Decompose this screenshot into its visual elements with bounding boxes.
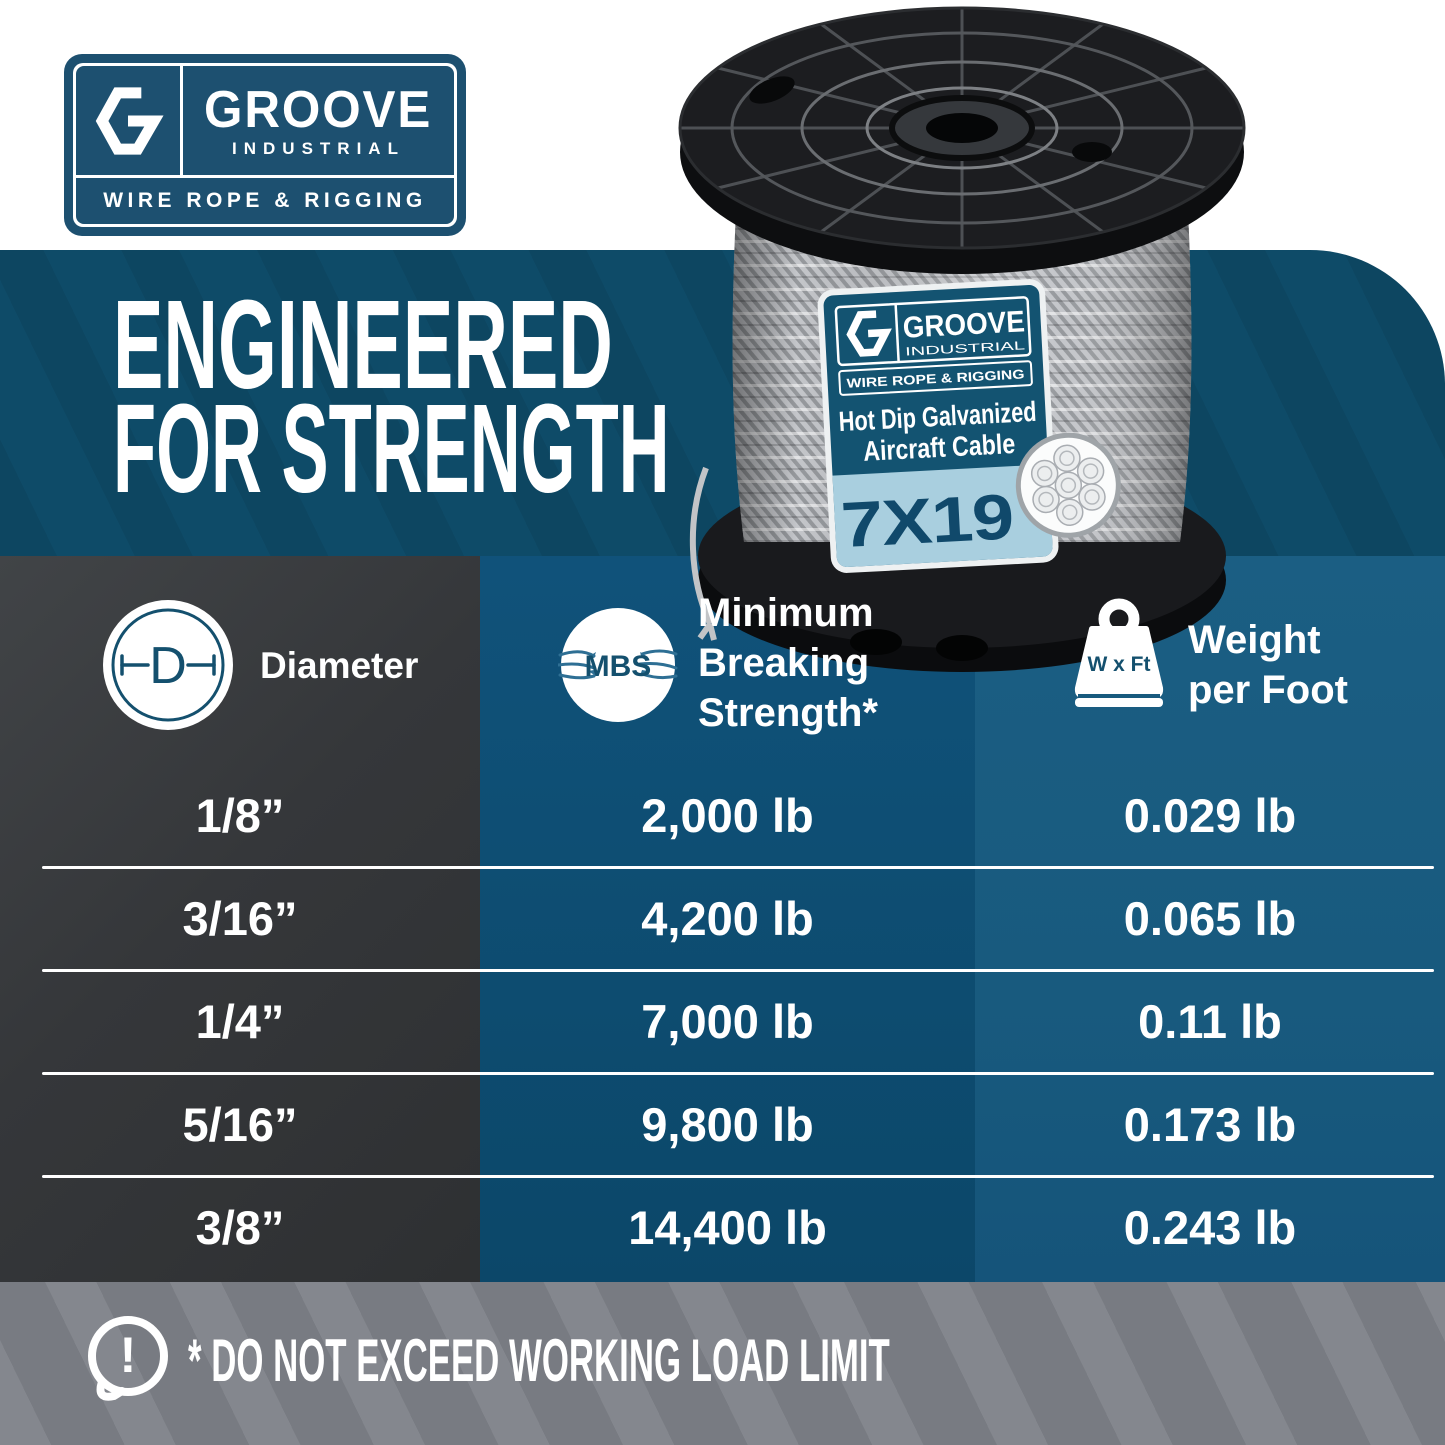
spool-product-label: GROOVE INDUSTRIAL WIRE ROPE & RIGGING Ho… <box>817 279 1121 573</box>
diameter-icon-letter: D <box>149 637 187 695</box>
weight-value: 0.065 lb <box>1123 892 1297 945</box>
row-separator <box>42 1072 1434 1075</box>
header-weight: Weight per Foot <box>1188 615 1348 715</box>
table-row: 1/4” 7,000 lb 0.11 lb <box>0 970 1445 1073</box>
header-diameter: Diameter <box>260 645 419 686</box>
footer-note: * DO NOT EXCEED WORKING LOAD LIMIT <box>188 1327 890 1394</box>
alert-bubble-icon: ! <box>88 1316 168 1401</box>
brand-g-icon <box>76 66 180 175</box>
weight-icon: W x Ft <box>1074 598 1164 707</box>
row-separator <box>42 969 1434 972</box>
brand-tagline: WIRE ROPE & RIGGING <box>103 189 427 212</box>
diameter-column-bg <box>0 556 480 1282</box>
table-row: 1/8” 2,000 lb 0.029 lb <box>0 764 1445 867</box>
cable-spool-photo: GROOVE INDUSTRIAL WIRE ROPE & RIGGING Ho… <box>678 6 1246 672</box>
header-mbs: Minimum Breaking Strength* <box>698 588 878 738</box>
table-row: 3/8” 14,400 lb 0.243 lb <box>0 1176 1445 1279</box>
weight-value: 0.173 lb <box>1123 1098 1297 1151</box>
brand-name: GROOVE <box>204 81 433 139</box>
table-row: 5/16” 9,800 lb 0.173 lb <box>0 1073 1445 1176</box>
brand-logo: GROOVE INDUSTRIAL WIRE ROPE & RIGGING <box>64 54 466 236</box>
mbs-value: 7,000 lb <box>641 995 814 1048</box>
brand-industry: INDUSTRIAL <box>232 139 405 158</box>
weight-value: 0.243 lb <box>1123 1201 1297 1254</box>
diameter-value: 1/4” <box>195 995 285 1048</box>
header-weight-line1: Weight <box>1188 618 1321 662</box>
header-weight-line2: per Foot <box>1188 668 1348 712</box>
header-mbs-line3: Strength* <box>698 691 878 735</box>
diameter-value: 3/16” <box>182 892 298 945</box>
label-g-icon <box>846 310 892 357</box>
label-construction: 7X19 <box>839 480 1015 561</box>
mbs-value: 4,200 lb <box>641 892 814 945</box>
mbs-value: 9,800 lb <box>641 1098 814 1151</box>
diameter-value: 5/16” <box>182 1098 298 1151</box>
mbs-value: 14,400 lb <box>628 1201 827 1254</box>
header-mbs-line2: Breaking <box>698 641 870 685</box>
cable-cross-section-icon <box>1015 432 1121 538</box>
spec-table: 1/8” 2,000 lb 0.029 lb 3/16” 4,200 lb 0.… <box>0 764 1445 1279</box>
label-brand: GROOVE <box>902 305 1026 344</box>
alert-exclamation: ! <box>120 1327 137 1383</box>
diameter-value: 3/8” <box>195 1201 285 1254</box>
hero-line1: ENGINEERED <box>113 274 613 415</box>
teal-band <box>0 250 1445 558</box>
mbs-value: 2,000 lb <box>641 789 814 842</box>
diameter-icon: D <box>103 600 233 730</box>
weight-value: 0.029 lb <box>1123 789 1297 842</box>
diameter-value: 1/8” <box>195 789 285 842</box>
loose-cable-strand <box>689 466 717 641</box>
weight-icon-text: W x Ft <box>1088 653 1151 676</box>
weight-column-bg <box>975 556 1445 1282</box>
footer-strip <box>0 1282 1445 1445</box>
row-separator <box>42 866 1434 869</box>
label-industry: INDUSTRIAL <box>905 338 1026 358</box>
table-row: 3/16” 4,200 lb 0.065 lb <box>0 867 1445 970</box>
g-mark-icon <box>95 86 164 155</box>
row-separator <box>42 1175 1434 1178</box>
header-mbs-line1: Minimum <box>698 591 874 635</box>
mbs-icon: MBS <box>558 608 678 722</box>
hero-heading: ENGINEERED FOR STRENGTH <box>113 274 1107 519</box>
mbs-icon-text: MBS <box>585 650 652 683</box>
weight-value: 0.11 lb <box>1138 995 1282 1048</box>
hero-line2: FOR STRENGTH <box>113 378 670 519</box>
